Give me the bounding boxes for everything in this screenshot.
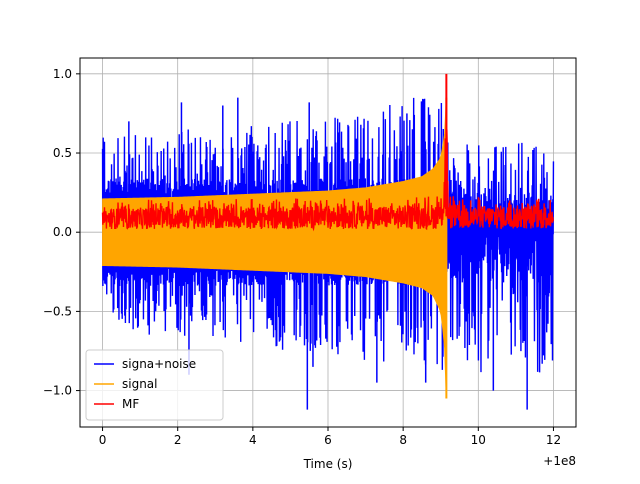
y-tick-label: −1.0 [43,384,72,398]
y-tick-label: −0.5 [43,304,72,318]
y-tick-label: 1.0 [53,67,72,81]
x-tick-label: 2 [174,433,182,447]
y-tick-label: 0.5 [53,146,72,160]
x-axis-label: Time (s) [303,457,353,471]
x-tick-label: 12 [546,433,561,447]
legend-label: signal [122,377,158,391]
x-tick-label: 4 [249,433,257,447]
legend-label: signa+noise [122,357,196,371]
axes-layer: 0 2 4 6 8 10 12 −1.0 −0.5 0.0 0.5 1.0 [43,57,577,447]
x-tick-label: 10 [471,433,486,447]
x-tick-label: 8 [399,433,407,447]
x-axis-offset-label: +1e8 [543,454,576,468]
legend: signa+noise signal MF [85,349,224,421]
x-tick-label: 6 [324,433,332,447]
series-layer [101,73,555,410]
legend-label: MF [122,397,139,411]
series-line-mf [101,129,555,232]
legend-box [85,349,224,421]
x-tick-label: 0 [99,433,107,447]
y-tick-label: 0.0 [53,225,72,239]
